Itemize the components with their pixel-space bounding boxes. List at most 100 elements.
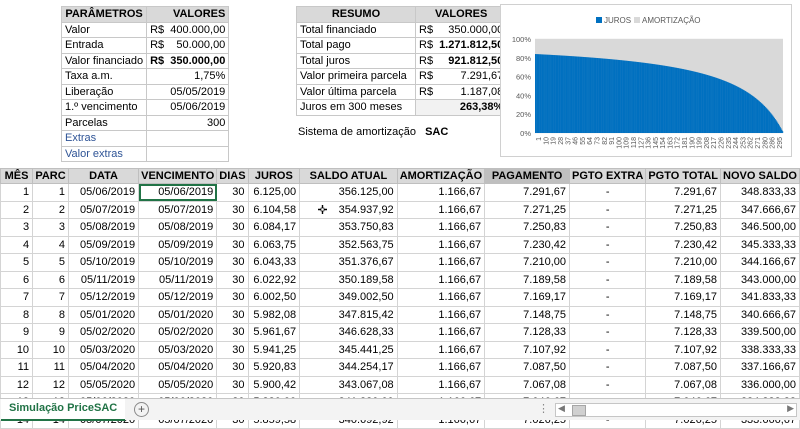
table-cell[interactable]: 05/01/2020 xyxy=(138,305,218,324)
table-cell[interactable]: 7.271,25 xyxy=(484,200,570,219)
summary-label-cell[interactable]: Valor última parcela xyxy=(296,83,416,100)
table-cell[interactable]: 05/08/2019 xyxy=(67,218,140,237)
table-cell[interactable]: 336.000,00 xyxy=(719,375,800,394)
horizontal-scrollbar[interactable]: ◀ ▶ xyxy=(555,403,797,417)
scrollbar-thumb[interactable] xyxy=(572,405,586,416)
table-cell[interactable]: 9 xyxy=(32,323,69,342)
params-value-cell[interactable]: 05/05/2019 xyxy=(146,83,230,100)
table-cell[interactable]: - xyxy=(568,323,647,342)
table-cell[interactable]: 1.166,67 xyxy=(396,375,486,394)
table-cell[interactable]: 05/04/2020 xyxy=(138,358,218,377)
table-cell[interactable]: 7.291,67 xyxy=(645,183,721,202)
table-cell[interactable]: 05/12/2019 xyxy=(138,288,218,307)
summary-label-cell[interactable]: Total financiado xyxy=(296,21,416,38)
column-header[interactable]: DATA xyxy=(67,168,140,184)
table-cell[interactable]: 6.022,92 xyxy=(247,270,301,289)
params-label-cell[interactable]: Taxa a.m. xyxy=(60,68,148,85)
summary-currency-cell[interactable]: R$ xyxy=(415,68,437,85)
table-cell[interactable]: - xyxy=(568,200,647,219)
table-cell[interactable]: 348.833,33 xyxy=(719,183,800,202)
table-cell[interactable]: 1.166,67 xyxy=(396,270,486,289)
table-cell[interactable]: 7.067,08 xyxy=(484,375,570,394)
column-header[interactable]: PGTO TOTAL xyxy=(645,168,721,184)
table-cell[interactable]: 30 xyxy=(216,288,249,307)
table-cell[interactable]: - xyxy=(568,358,647,377)
summary-label-cell[interactable]: Juros em 300 meses xyxy=(296,99,416,116)
plus-circle-icon[interactable]: + xyxy=(134,402,149,417)
params-header-label[interactable]: PARÂMETROS xyxy=(60,6,148,23)
table-cell[interactable]: 11 xyxy=(0,358,34,377)
table-cell[interactable]: 05/07/2019 xyxy=(67,200,140,219)
params-label-cell[interactable]: Valor extras xyxy=(60,145,148,162)
summary-label-cell[interactable]: Total pago xyxy=(296,37,416,54)
table-cell[interactable]: 7.148,75 xyxy=(645,305,721,324)
table-cell[interactable]: 7.087,50 xyxy=(484,358,570,377)
table-cell[interactable]: - xyxy=(568,183,647,202)
params-value-cell[interactable]: R$ 350.000,00 xyxy=(146,52,230,69)
params-value-cell[interactable]: R$ 50.000,00 xyxy=(146,37,230,54)
table-cell[interactable]: 7.189,58 xyxy=(484,270,570,289)
column-header[interactable]: MÊS xyxy=(0,168,34,184)
table-cell[interactable]: 4 xyxy=(0,235,34,254)
table-cell[interactable]: 346.628,33 xyxy=(299,323,398,342)
more-options-icon[interactable]: ⋮ xyxy=(538,403,549,415)
table-cell[interactable]: 350.189,58 xyxy=(299,270,398,289)
table-cell[interactable]: 3 xyxy=(0,218,34,237)
table-cell[interactable]: 351.376,67 xyxy=(299,253,398,272)
table-cell[interactable]: - xyxy=(568,253,647,272)
params-label-cell[interactable]: 1.º vencimento xyxy=(60,99,148,116)
table-cell[interactable]: 05/02/2020 xyxy=(138,323,218,342)
table-cell[interactable]: 7 xyxy=(32,288,69,307)
table-cell[interactable]: 5 xyxy=(0,253,34,272)
table-cell[interactable]: 7.250,83 xyxy=(645,218,721,237)
table-cell[interactable]: - xyxy=(568,305,647,324)
table-cell[interactable]: 5.982,08 xyxy=(247,305,301,324)
table-cell[interactable]: 05/06/2019 xyxy=(67,183,140,202)
table-cell[interactable]: 7.148,75 xyxy=(484,305,570,324)
table-cell[interactable]: - xyxy=(568,218,647,237)
params-header-value[interactable]: VALORES xyxy=(146,6,230,23)
table-cell[interactable]: 6 xyxy=(0,270,34,289)
column-header[interactable]: DIAS xyxy=(216,168,249,184)
table-cell[interactable]: 1.166,67 xyxy=(396,200,486,219)
table-cell[interactable]: 30 xyxy=(216,218,249,237)
table-cell[interactable]: 30 xyxy=(216,358,249,377)
table-cell[interactable]: 356.125,00 xyxy=(299,183,398,202)
table-cell[interactable]: 352.563,75 xyxy=(299,235,398,254)
table-cell[interactable]: - xyxy=(568,375,647,394)
table-cell[interactable]: 7.271,25 xyxy=(645,200,721,219)
table-cell[interactable]: 05/07/2019 xyxy=(138,200,218,219)
table-cell[interactable]: 05/03/2020 xyxy=(67,340,140,359)
table-cell[interactable]: 05/11/2019 xyxy=(67,270,140,289)
params-value-cell[interactable]: R$ 400.000,00 xyxy=(146,21,230,38)
table-cell[interactable]: 1.166,67 xyxy=(396,253,486,272)
summary-currency-cell[interactable] xyxy=(415,99,437,116)
params-value-cell[interactable]: 1,75% xyxy=(146,68,230,85)
table-cell[interactable]: 337.166,67 xyxy=(719,358,800,377)
summary-label-cell[interactable]: Total juros xyxy=(296,52,416,69)
table-cell[interactable]: 7.189,58 xyxy=(645,270,721,289)
column-header[interactable]: SALDO ATUAL xyxy=(299,168,398,184)
params-label-cell[interactable]: Entrada xyxy=(60,37,148,54)
table-cell[interactable]: 8 xyxy=(0,305,34,324)
summary-value-cell[interactable]: 1.271.812,50 xyxy=(436,37,508,54)
table-cell[interactable]: 05/05/2020 xyxy=(67,375,140,394)
table-cell[interactable]: 1.166,67 xyxy=(396,183,486,202)
summary-value-cell[interactable]: 7.291,67 xyxy=(436,68,508,85)
table-cell[interactable]: 11 xyxy=(32,358,69,377)
column-header[interactable]: VENCIMENTO xyxy=(138,168,218,184)
table-cell[interactable]: 7.067,08 xyxy=(645,375,721,394)
table-cell[interactable]: 6.063,75 xyxy=(247,235,301,254)
table-cell[interactable]: 353.750,83 xyxy=(299,218,398,237)
table-cell[interactable]: 5.900,42 xyxy=(247,375,301,394)
params-label-cell[interactable]: Valor financiado xyxy=(60,52,148,69)
table-cell[interactable]: 7.087,50 xyxy=(645,358,721,377)
table-cell[interactable]: 05/11/2019 xyxy=(138,270,218,289)
table-cell[interactable]: 6.084,17 xyxy=(247,218,301,237)
table-cell[interactable]: 347.666,67 xyxy=(719,200,800,219)
table-cell[interactable]: 05/12/2019 xyxy=(67,288,140,307)
params-label-cell[interactable]: Valor xyxy=(60,21,148,38)
table-cell[interactable]: 340.666,67 xyxy=(719,305,800,324)
table-cell[interactable]: 7.169,17 xyxy=(484,288,570,307)
table-cell[interactable]: 05/10/2019 xyxy=(138,253,218,272)
